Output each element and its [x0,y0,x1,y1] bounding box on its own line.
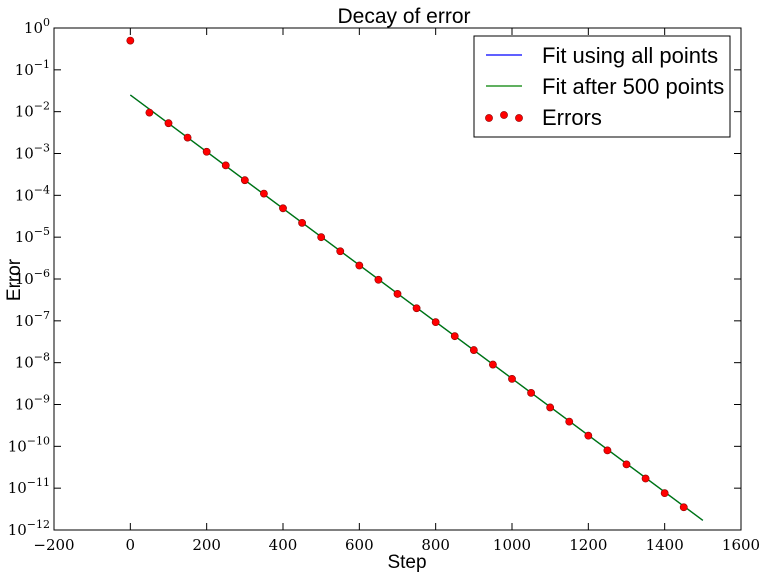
error-point [279,204,287,213]
error-point [298,218,306,227]
error-point [660,489,669,498]
error-point [393,290,402,298]
error-point [565,417,574,426]
error-point [527,388,535,397]
error-point [336,247,345,256]
error-point [260,189,268,198]
chart-title: Decay of error [337,5,470,28]
y-tick-label: 10−10 [8,434,50,455]
y-tick-label: 10−2 [15,100,50,121]
error-point [202,147,211,156]
y-tick-label: 10−1 [15,58,50,79]
x-tick-label: −200 [33,536,74,554]
error-point [126,36,135,45]
x-axis-label: Step [387,552,426,573]
y-axis: 100 10−1 10−2 10−3 10−4 10−5 10−6 10−7 10−8 10−9 1… [8,16,741,539]
y-tick-label: 10−3 [15,142,50,163]
y-tick-label: 10−5 [15,225,50,246]
x-tick-label: 1400 [646,536,684,554]
x-tick-label: 600 [345,536,374,554]
error-point [450,332,459,341]
x-tick-label: 200 [192,536,221,554]
error-point [412,304,421,313]
error-point [164,119,173,128]
legend-label: Fit using all points [542,43,718,68]
error-point [508,374,516,383]
legend-label: Fit after 500 points [542,74,724,99]
legend: Fit using all points Fit after 500 points… [473,35,731,138]
legend-swatch-marker [515,114,523,122]
error-point [145,108,154,117]
y-tick-label: 10−11 [8,476,50,497]
y-tick-label: 10−6 [15,267,50,288]
error-point [622,460,631,469]
y-tick-label: 10−7 [15,309,50,330]
x-tick-label: 1200 [569,536,607,554]
error-point [603,446,612,455]
y-tick-label: 10−9 [15,393,50,414]
error-point [317,233,326,242]
x-tick-label: 400 [269,536,298,554]
y-tick-label: 10−8 [15,351,50,372]
error-point [374,275,383,284]
error-point [183,133,192,142]
error-point [679,503,688,512]
x-tick-label: 1000 [493,536,531,554]
error-point [355,261,364,270]
legend-label: Errors [542,105,602,130]
y-tick-label: 10−4 [15,183,50,204]
error-point [431,318,440,327]
x-tick-label: 0 [126,536,136,554]
error-point [641,474,650,483]
error-point [240,176,249,185]
error-point [221,161,230,170]
legend-swatch-marker [500,111,508,119]
y-tick-label: 10−12 [8,518,50,539]
legend-swatch-marker [485,114,493,122]
plot-area [126,36,704,521]
x-axis: −200 0 200 400 600 800 1000 1200 1400 1600 [33,28,760,554]
y-axis-label: Error [4,258,25,301]
error-point [489,360,497,369]
error-point [584,431,593,440]
error-point [546,403,555,412]
x-tick-label: 800 [421,536,450,554]
y-tick-label: 100 [24,16,50,37]
x-tick-label: 1600 [722,536,760,554]
error-point [469,346,478,354]
